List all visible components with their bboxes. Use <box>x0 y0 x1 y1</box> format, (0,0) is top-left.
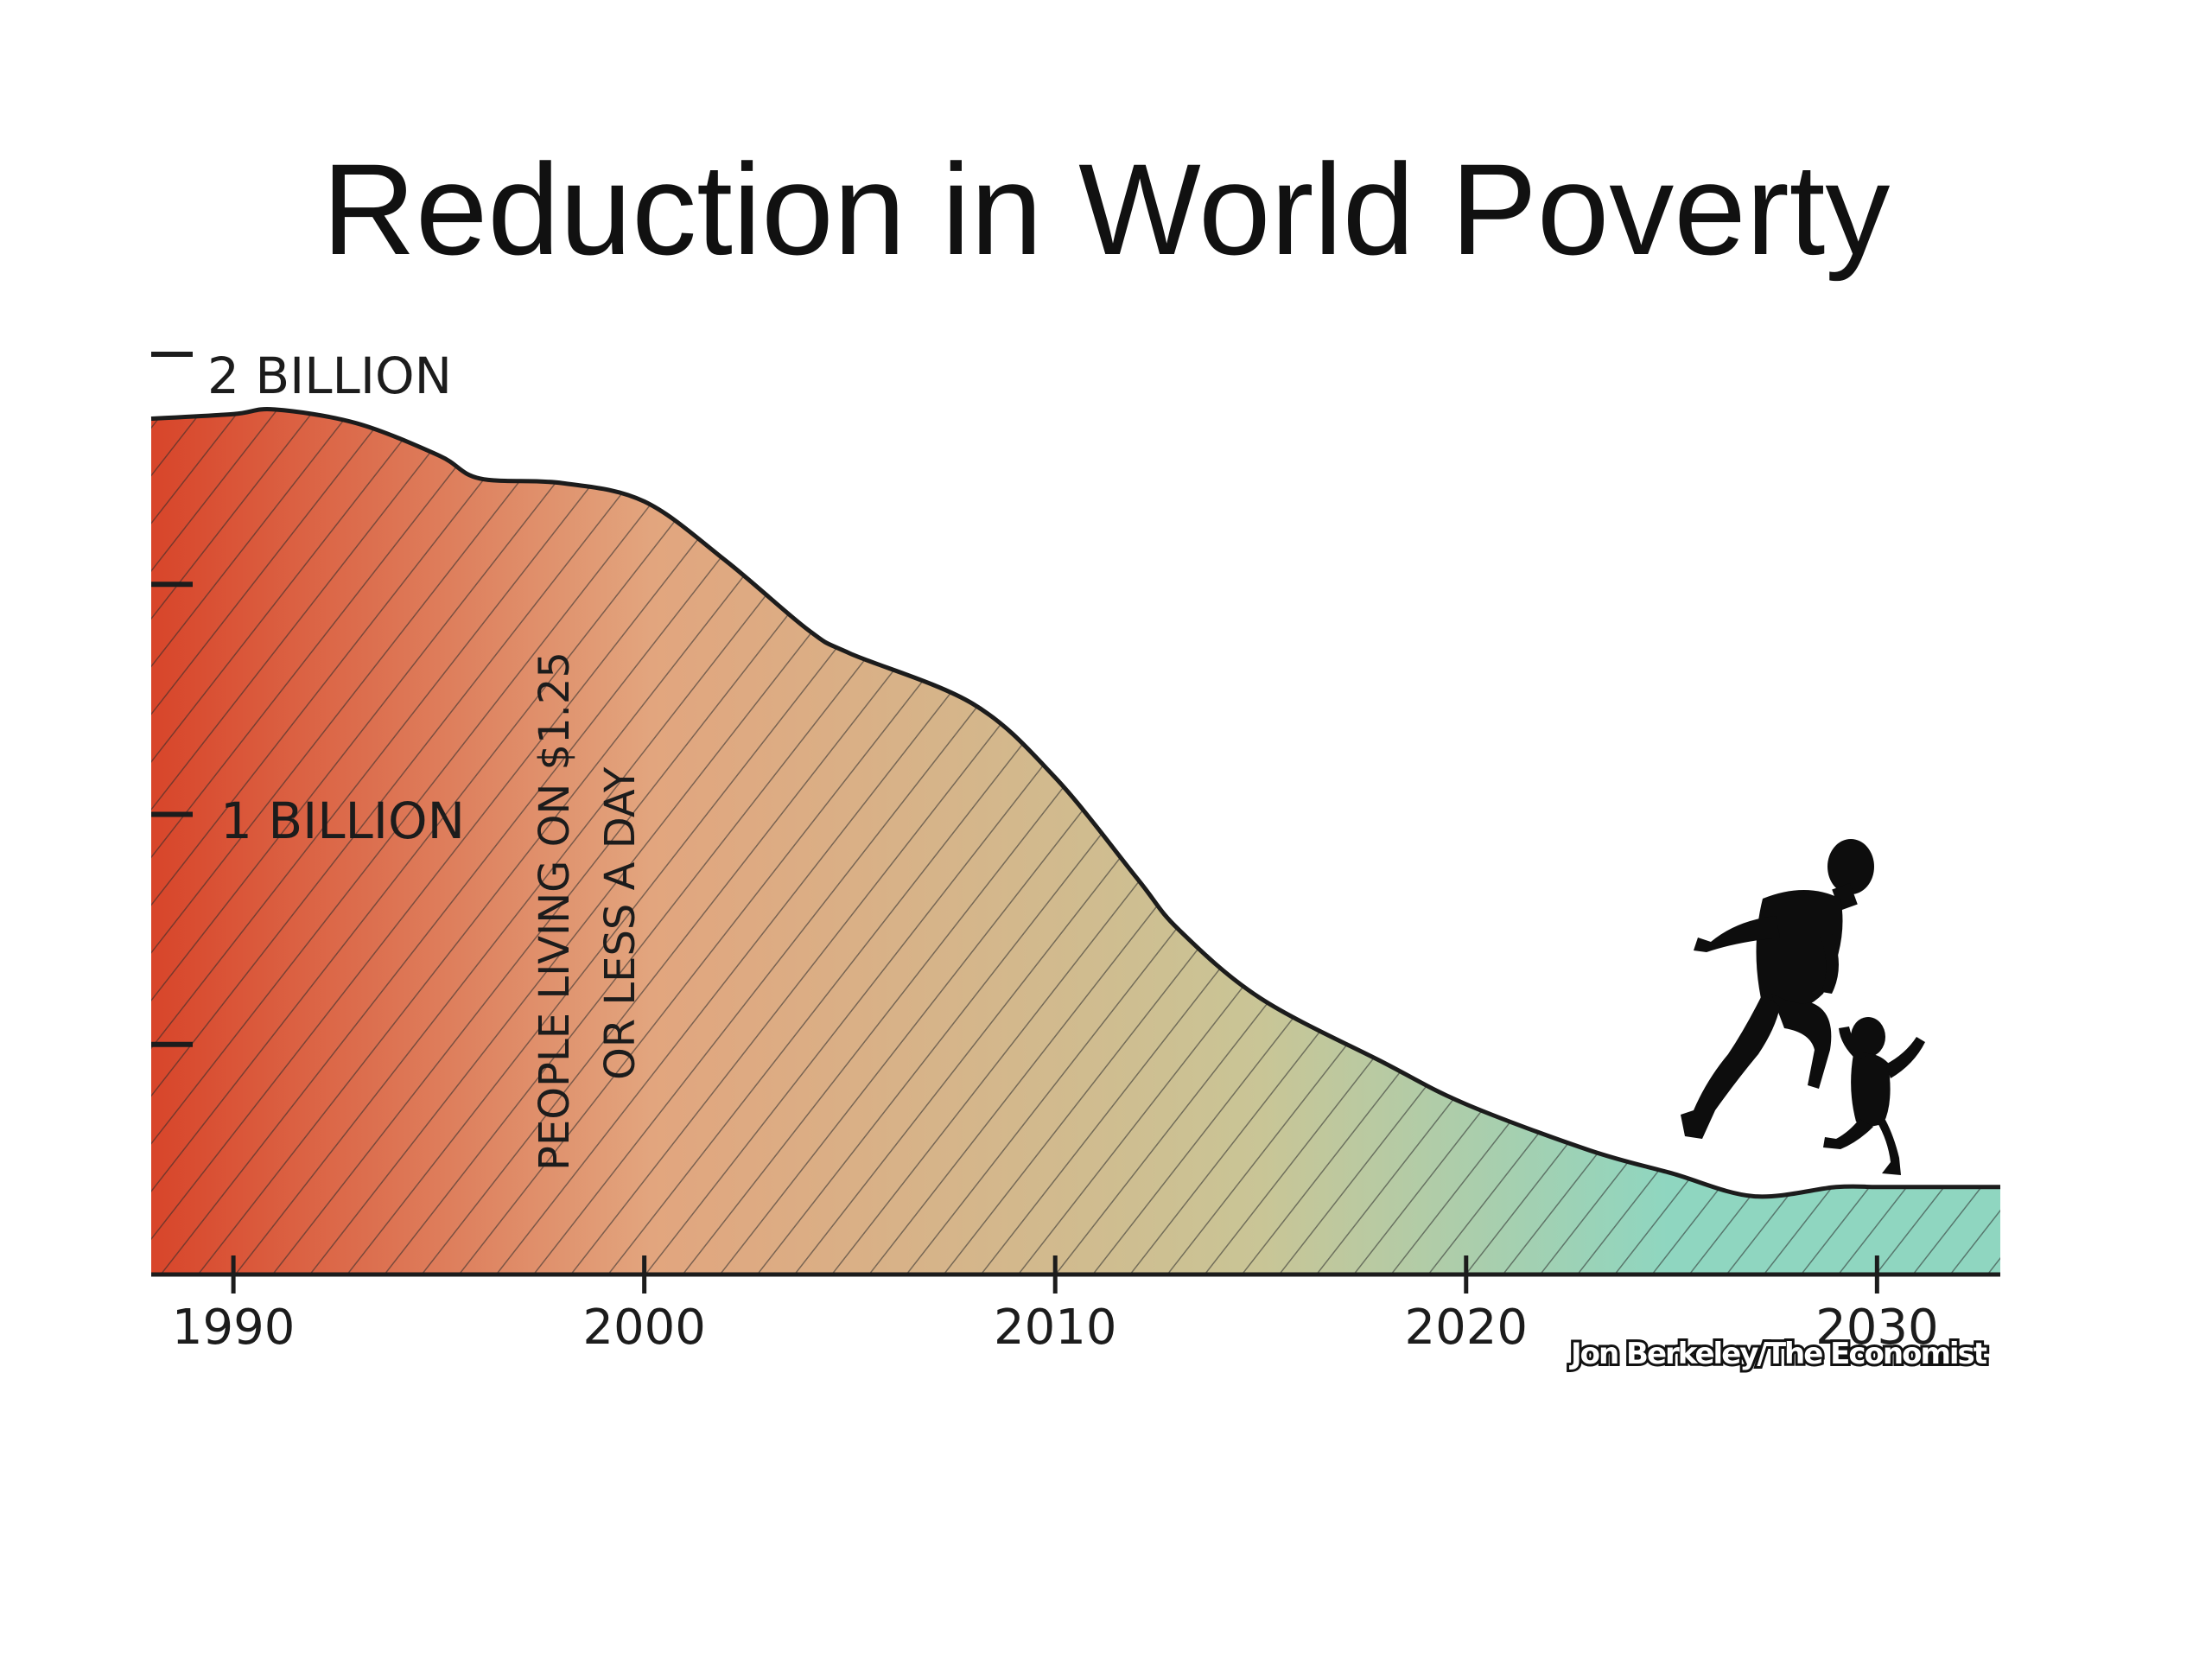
x-tick-label-1990: 1990 <box>172 1300 296 1356</box>
y-tick-label-1-billion: 1 BILLION <box>220 791 465 850</box>
x-tick-labels: 1990 2000 2010 2020 2030 <box>172 1300 1939 1356</box>
x-tick-label-2000: 2000 <box>582 1300 706 1356</box>
y-axis-ticks <box>151 352 193 1047</box>
x-tick-label-2010: 2010 <box>994 1300 1117 1356</box>
x-axis-ticks <box>231 1255 1879 1294</box>
series-label: PEOPLE LIVING ON $1.25 OR LESS A DAY <box>531 652 645 1171</box>
x-tick-label-2030: 2030 <box>1815 1300 1939 1356</box>
series-label-line-1: PEOPLE LIVING ON $1.25 <box>531 652 579 1171</box>
area-outline <box>150 407 2000 1199</box>
y-tick-label-2-billion: 2 BILLION <box>207 346 452 405</box>
x-tick-label-2020: 2020 <box>1405 1300 1529 1356</box>
series-label-line-2: OR LESS A DAY <box>596 766 645 1080</box>
running-man-icon <box>1681 839 1874 1139</box>
running-child-icon <box>1823 1017 1925 1175</box>
image-credit: Jon Berkeley/The Economist <box>1569 1337 1987 1371</box>
slide-title: Reduction in World Poverty <box>321 137 1891 282</box>
